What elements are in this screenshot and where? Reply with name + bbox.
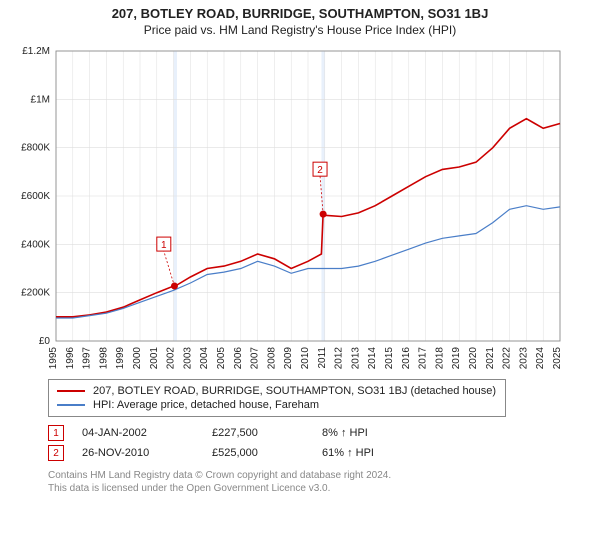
svg-text:2018: 2018 xyxy=(434,347,445,370)
svg-text:2019: 2019 xyxy=(451,347,462,370)
svg-text:2020: 2020 xyxy=(468,347,479,370)
svg-text:2009: 2009 xyxy=(283,347,294,370)
svg-text:2007: 2007 xyxy=(250,347,261,370)
svg-text:£400K: £400K xyxy=(21,239,50,250)
legend-swatch xyxy=(57,404,85,406)
svg-text:2011: 2011 xyxy=(317,347,328,369)
chart-title: 207, BOTLEY ROAD, BURRIDGE, SOUTHAMPTON,… xyxy=(8,6,592,21)
legend-swatch xyxy=(57,390,85,392)
line-chart: £0 £200K £400K £600K £800K £1M £1.2M 1995 1996 19… xyxy=(8,43,568,373)
svg-text:£600K: £600K xyxy=(21,191,50,202)
svg-text:2015: 2015 xyxy=(384,347,395,370)
svg-text:£1M: £1M xyxy=(31,94,50,105)
svg-text:£1.2M: £1.2M xyxy=(22,46,50,57)
svg-text:1995: 1995 xyxy=(48,347,59,370)
legend-label: 207, BOTLEY ROAD, BURRIDGE, SOUTHAMPTON,… xyxy=(93,385,496,397)
svg-text:1996: 1996 xyxy=(65,347,76,370)
marker-number-box: 1 xyxy=(48,425,64,441)
svg-text:£0: £0 xyxy=(39,336,51,347)
marker-table: 1 04-JAN-2002£227,5008% ↑ HPI 2 26-NOV-2010… xyxy=(48,423,592,463)
svg-text:£200K: £200K xyxy=(21,288,50,299)
svg-text:2024: 2024 xyxy=(535,347,546,370)
marker-price: £525,000 xyxy=(212,447,322,459)
svg-text:2006: 2006 xyxy=(233,347,244,370)
svg-text:2010: 2010 xyxy=(300,347,311,370)
svg-text:2008: 2008 xyxy=(266,347,277,370)
footer-line1: Contains HM Land Registry data © Crown c… xyxy=(48,469,592,482)
svg-text:2005: 2005 xyxy=(216,347,227,370)
svg-text:2004: 2004 xyxy=(199,347,210,370)
svg-text:2023: 2023 xyxy=(518,347,529,370)
svg-text:2025: 2025 xyxy=(552,347,563,370)
chart-area: £0 £200K £400K £600K £800K £1M £1.2M 1995 1996 19… xyxy=(8,43,592,373)
marker-price: £227,500 xyxy=(212,427,322,439)
legend-box: 207, BOTLEY ROAD, BURRIDGE, SOUTHAMPTON,… xyxy=(48,379,506,417)
svg-text:1997: 1997 xyxy=(82,347,93,370)
svg-text:1: 1 xyxy=(161,240,167,251)
svg-text:2000: 2000 xyxy=(132,347,143,370)
svg-text:1999: 1999 xyxy=(115,347,126,370)
svg-text:2013: 2013 xyxy=(350,347,361,370)
marker-date: 26-NOV-2010 xyxy=(82,447,212,459)
svg-text:2001: 2001 xyxy=(149,347,160,370)
marker-row: 2 26-NOV-2010£525,00061% ↑ HPI xyxy=(48,443,592,463)
svg-text:£800K: £800K xyxy=(21,143,50,154)
svg-text:2003: 2003 xyxy=(182,347,193,370)
marker-row: 1 04-JAN-2002£227,5008% ↑ HPI xyxy=(48,423,592,443)
marker-number-box: 2 xyxy=(48,445,64,461)
svg-text:2014: 2014 xyxy=(367,347,378,370)
footer-attribution: Contains HM Land Registry data © Crown c… xyxy=(48,469,592,495)
svg-text:2017: 2017 xyxy=(418,347,429,370)
svg-text:2021: 2021 xyxy=(485,347,496,370)
svg-text:2022: 2022 xyxy=(502,347,513,370)
legend-item: 207, BOTLEY ROAD, BURRIDGE, SOUTHAMPTON,… xyxy=(57,384,497,398)
marker-date: 04-JAN-2002 xyxy=(82,427,212,439)
svg-text:2012: 2012 xyxy=(334,347,345,370)
marker-delta: 61% ↑ HPI xyxy=(322,447,442,459)
footer-line2: This data is licensed under the Open Gov… xyxy=(48,482,592,495)
marker-delta: 8% ↑ HPI xyxy=(322,427,442,439)
svg-text:2016: 2016 xyxy=(401,347,412,370)
svg-text:1998: 1998 xyxy=(98,347,109,370)
chart-subtitle: Price paid vs. HM Land Registry's House … xyxy=(8,23,592,37)
legend-item: HPI: Average price, detached house, Fare… xyxy=(57,398,497,412)
svg-text:2002: 2002 xyxy=(166,347,177,370)
legend-label: HPI: Average price, detached house, Fare… xyxy=(93,399,319,411)
svg-text:2: 2 xyxy=(317,165,323,176)
